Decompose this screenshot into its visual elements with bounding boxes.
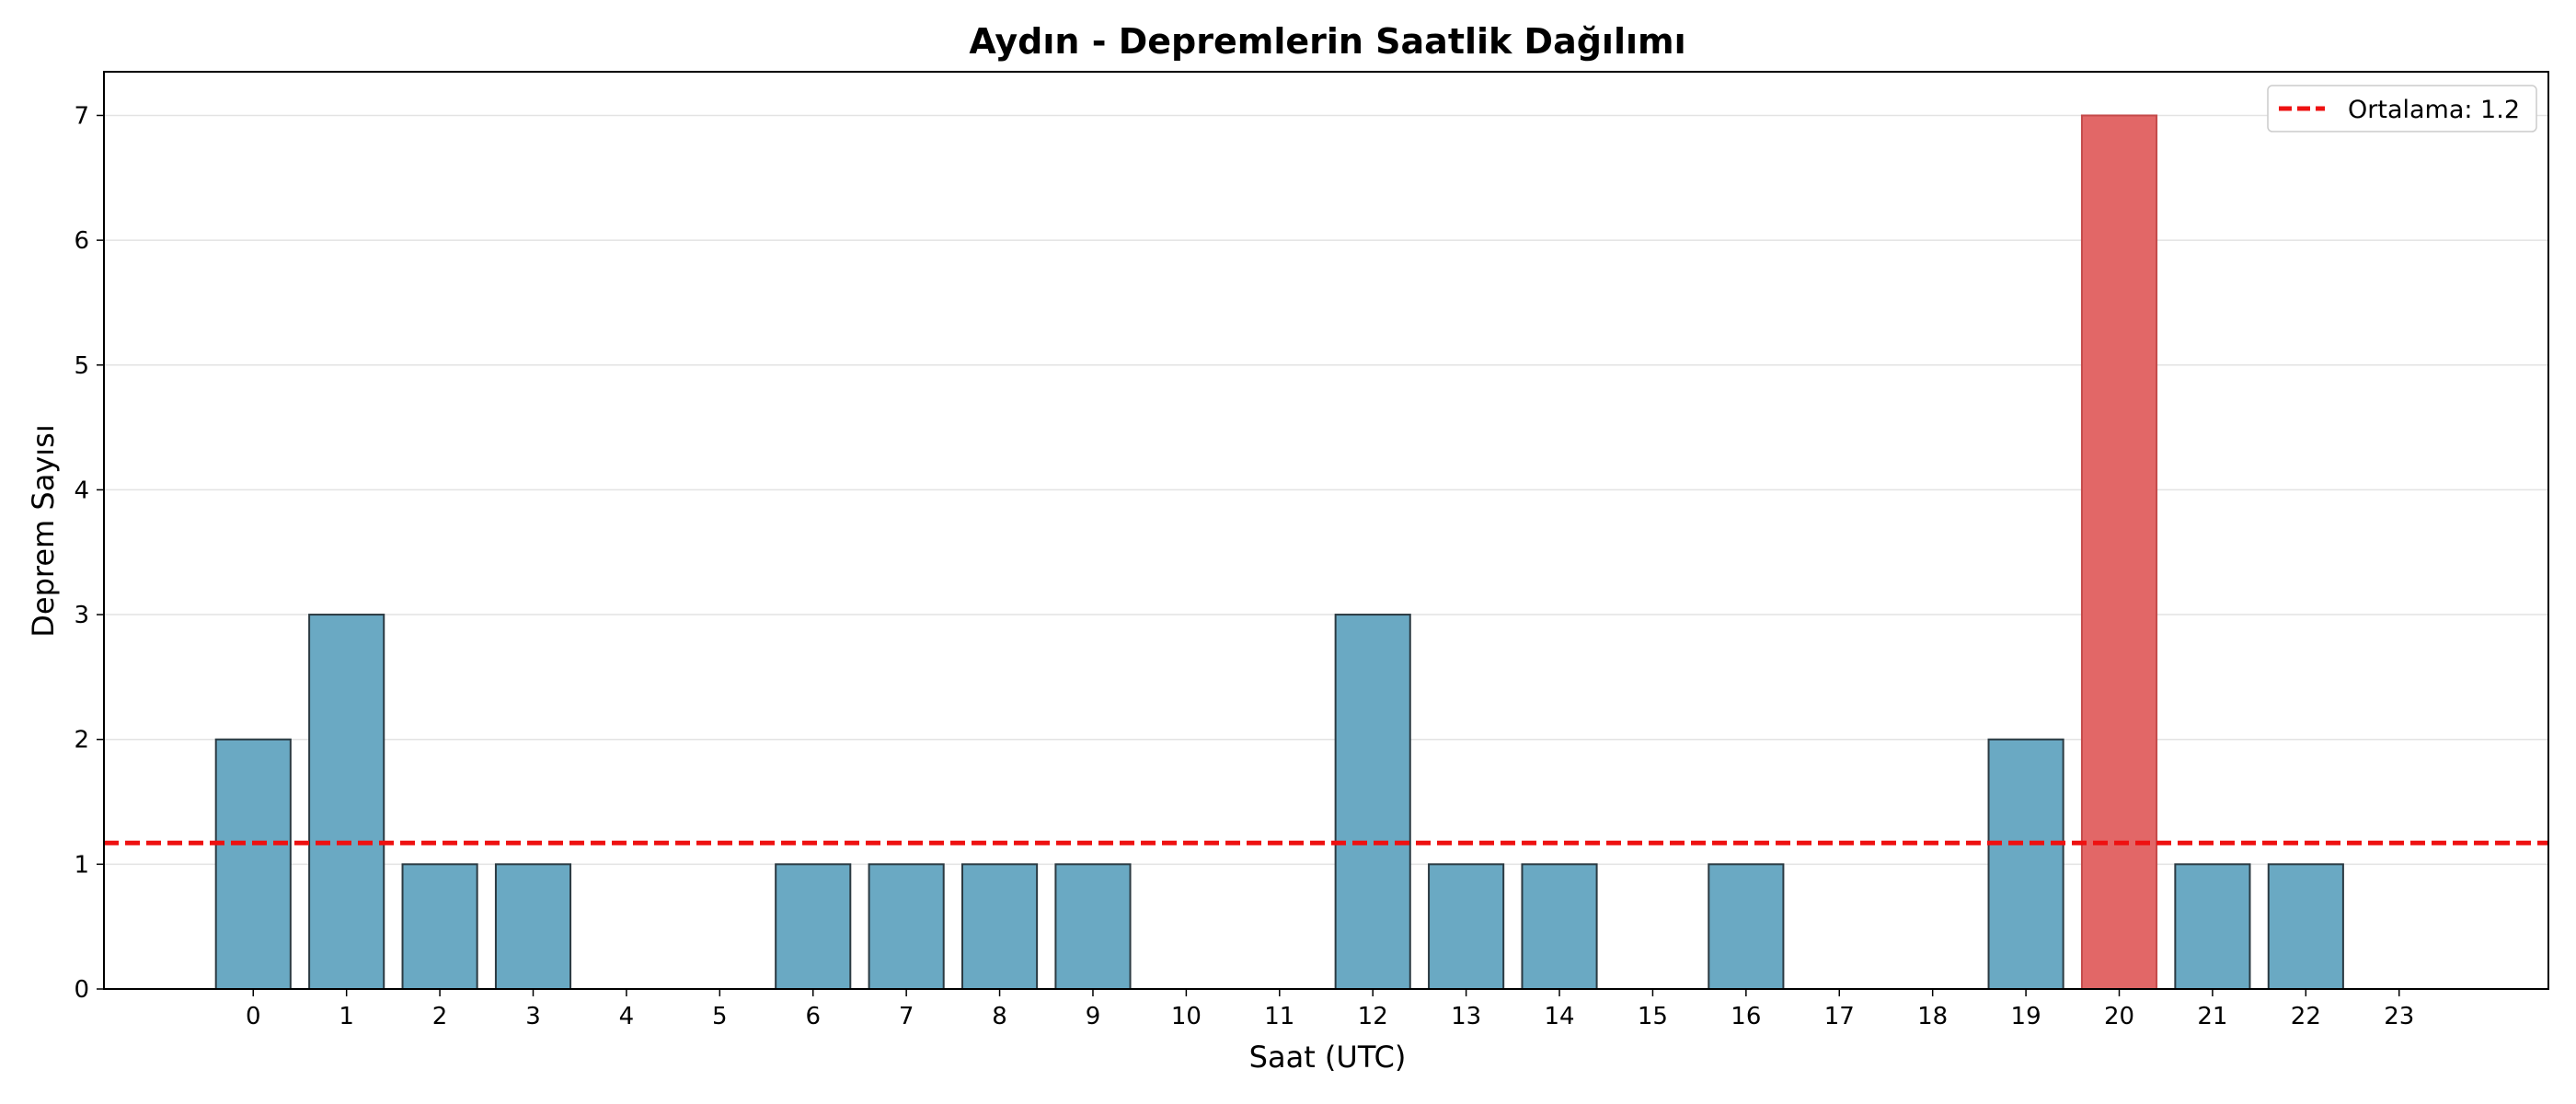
x-tick-label: 3	[525, 1003, 541, 1030]
x-tick-label: 23	[2384, 1003, 2414, 1030]
bar	[401, 863, 478, 991]
x-tick-label: 14	[1544, 1003, 1574, 1030]
y-tick-label: 7	[74, 102, 89, 130]
y-axis-label: Deprem Sayısı	[26, 424, 61, 637]
x-tick-label: 11	[1264, 1003, 1294, 1030]
x-tick-label: 16	[1731, 1003, 1761, 1030]
x-tick-label: 10	[1171, 1003, 1202, 1030]
chart-title: Aydın - Depremlerin Saatlik Dağılımı	[969, 21, 1685, 62]
x-tick-label: 9	[1086, 1003, 1101, 1030]
x-tick-label: 21	[2197, 1003, 2227, 1030]
x-tick-label: 12	[1358, 1003, 1388, 1030]
bar	[214, 738, 292, 990]
bar	[1987, 738, 2064, 990]
bar	[868, 863, 945, 991]
plot-frame	[103, 71, 2549, 990]
y-ticks: 0 1 2 3 4 5 6 7	[74, 102, 104, 1004]
x-tick-label: 2	[432, 1003, 448, 1030]
x-tick-label: 19	[2011, 1003, 2041, 1030]
x-tick-label: 20	[2104, 1003, 2134, 1030]
bar	[775, 863, 852, 991]
x-tick-label: 8	[992, 1003, 1007, 1030]
x-tick-label: 18	[1917, 1003, 1948, 1030]
bar	[960, 863, 1039, 991]
bar	[1334, 614, 1411, 990]
bar	[2174, 863, 2251, 991]
bar	[494, 863, 572, 991]
y-tick-label: 3	[74, 602, 89, 629]
legend-box	[2267, 85, 2537, 132]
y-tick-label: 2	[74, 727, 89, 754]
x-tick-label: 5	[712, 1003, 728, 1030]
bar	[1054, 863, 1132, 991]
x-tick-label: 0	[246, 1003, 261, 1030]
x-tick-label: 15	[1638, 1003, 1668, 1030]
y-tick-label: 5	[74, 352, 89, 380]
x-tick-label: 7	[899, 1003, 914, 1030]
bar	[1428, 863, 1505, 991]
bar	[308, 614, 385, 990]
legend: Ortalama: 1.2	[2267, 85, 2537, 132]
x-tick-label: 22	[2291, 1003, 2321, 1030]
axes	[103, 71, 2549, 990]
bar	[1708, 863, 1785, 991]
y-tick-label: 6	[74, 227, 89, 255]
x-tick-label: 13	[1451, 1003, 1481, 1030]
y-tick-label: 1	[74, 851, 89, 879]
bar	[2267, 863, 2344, 991]
x-tick-label: 6	[805, 1003, 821, 1030]
legend-mean-label: Ortalama: 1.2	[2348, 96, 2520, 124]
bar	[1521, 863, 1598, 991]
x-axis-label: Saat (UTC)	[1249, 1040, 1407, 1075]
x-tick-label: 1	[339, 1003, 354, 1030]
x-ticks: 0 1 2 3 4 5 6 7 8 9 10 11 12 13 14 15 16 17 18 19 20 21 22 23	[246, 989, 2414, 1030]
bar	[2080, 114, 2158, 990]
y-tick-label: 0	[74, 976, 89, 1004]
x-tick-label: 17	[1824, 1003, 1855, 1030]
x-tick-label: 4	[619, 1003, 635, 1030]
y-tick-label: 4	[74, 477, 89, 504]
